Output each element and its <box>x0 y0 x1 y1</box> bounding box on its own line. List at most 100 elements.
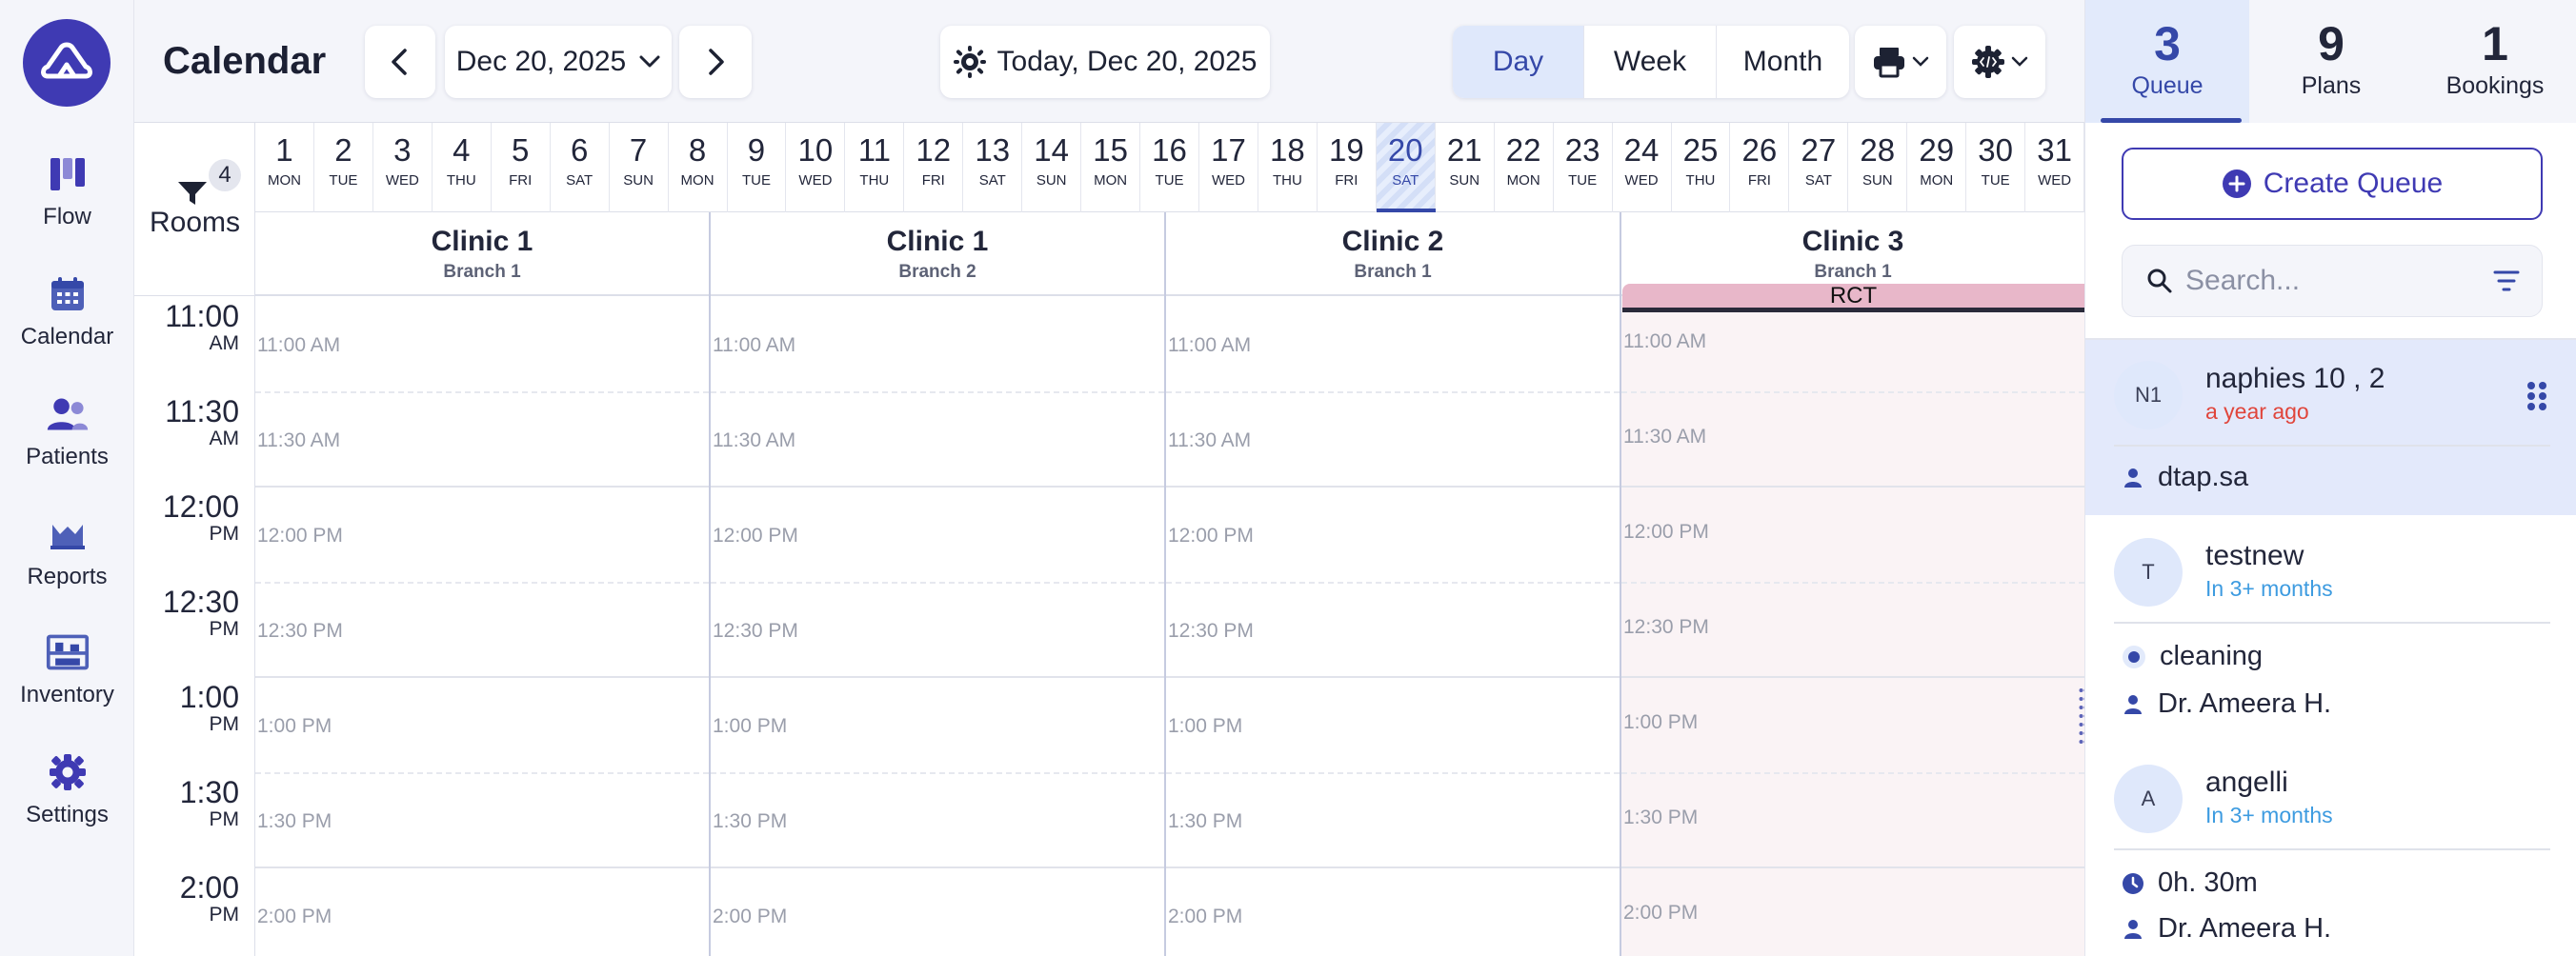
day-cell-31[interactable]: 31 WED <box>2025 123 2085 212</box>
settings-code-menu-button[interactable] <box>1954 26 2045 98</box>
view-day-tab[interactable]: Day <box>1453 26 1584 98</box>
tab-label: Plans <box>2301 72 2362 99</box>
time-slot[interactable]: 12:00 PM <box>255 487 709 582</box>
day-cell-22[interactable]: 22 MON <box>1495 123 1554 212</box>
avatar: T <box>2114 538 2183 607</box>
time-slot[interactable]: 12:30 PM <box>1166 582 1620 677</box>
nav-flow[interactable]: Flow <box>0 152 134 257</box>
next-date-button[interactable] <box>679 26 752 98</box>
view-week-tab[interactable]: Week <box>1584 26 1717 98</box>
time-slot[interactable]: 1:00 PM <box>1621 677 2084 772</box>
nav-settings[interactable]: Settings <box>0 750 134 855</box>
time-slot[interactable]: 12:30 PM <box>711 582 1164 677</box>
day-cell-15[interactable]: 15 MON <box>1081 123 1141 212</box>
day-weekday: SUN <box>1449 172 1480 189</box>
time-slot[interactable]: 1:30 PM <box>255 772 709 867</box>
day-cell-2[interactable]: 2 TUE <box>314 123 373 212</box>
tab-count: 9 <box>2318 17 2345 70</box>
time-slot[interactable]: 11:00 AM <box>711 296 1164 391</box>
time-slot[interactable]: 11:30 AM <box>711 391 1164 487</box>
day-cell-1[interactable]: 1 MON <box>255 123 314 212</box>
day-cell-14[interactable]: 14 SUN <box>1022 123 1082 212</box>
slot-time-label: 12:00 PM <box>257 525 343 547</box>
rct-event-block[interactable]: RCT <box>1622 283 2084 312</box>
day-cell-16[interactable]: 16 TUE <box>1140 123 1199 212</box>
time-slot[interactable]: 1:00 PM <box>1166 677 1620 772</box>
day-cell-4[interactable]: 4 THU <box>433 123 492 212</box>
time-slot[interactable]: 1:30 PM <box>1621 772 2084 867</box>
day-cell-28[interactable]: 28 SUN <box>1848 123 1908 212</box>
day-cell-30[interactable]: 30 TUE <box>1966 123 2026 212</box>
day-cell-13[interactable]: 13 SAT <box>963 123 1023 212</box>
time-slot[interactable]: 12:00 PM <box>1621 487 2084 582</box>
day-cell-8[interactable]: 8 MON <box>669 123 728 212</box>
tab-plans[interactable]: 9 Plans <box>2249 0 2413 123</box>
day-cell-11[interactable]: 11 THU <box>845 123 905 212</box>
day-number: 17 <box>1211 132 1246 168</box>
time-meridiem: PM <box>209 808 240 830</box>
day-cell-10[interactable]: 10 WED <box>786 123 846 212</box>
day-cell-3[interactable]: 3 WED <box>373 123 433 212</box>
time-slot[interactable]: 12:00 PM <box>711 487 1164 582</box>
drag-handle-icon[interactable] <box>2526 380 2548 412</box>
search-input[interactable] <box>2185 265 2471 297</box>
time-slot[interactable]: 1:00 PM <box>711 677 1164 772</box>
time-slot[interactable]: 1:00 PM <box>255 677 709 772</box>
sort-filter-icon[interactable] <box>2492 269 2521 292</box>
day-cell-25[interactable]: 25 THU <box>1672 123 1731 212</box>
day-cell-29[interactable]: 29 MON <box>1907 123 1967 212</box>
time-slot[interactable]: 11:30 AM <box>1621 391 2084 487</box>
date-picker-button[interactable]: Dec 20, 2025 <box>445 26 672 98</box>
day-cell-9[interactable]: 9 TUE <box>728 123 787 212</box>
time-slot[interactable]: 1:30 PM <box>711 772 1164 867</box>
tab-queue[interactable]: 3 Queue <box>2085 0 2249 123</box>
view-month-tab[interactable]: Month <box>1742 46 1823 77</box>
nav-inventory-label: Inventory <box>20 682 114 707</box>
nav-inventory[interactable]: Inventory <box>0 630 134 735</box>
time-slot[interactable]: 2:00 PM <box>1166 867 1620 956</box>
day-number: 25 <box>1682 132 1719 168</box>
queue-card[interactable]: T testnew In 3+ months cleaning Dr. Amee… <box>2085 515 2576 740</box>
time-slot[interactable]: 12:00 PM <box>1166 487 1620 582</box>
filter-icon[interactable] <box>176 180 209 207</box>
time-slot[interactable]: 2:00 PM <box>255 867 709 956</box>
nav-reports[interactable]: Reports <box>0 512 134 617</box>
day-cell-26[interactable]: 26 FRI <box>1730 123 1790 212</box>
day-cell-20[interactable]: 20 SAT <box>1376 123 1436 212</box>
nav-patients[interactable]: Patients <box>0 392 134 497</box>
time-slot[interactable]: 2:00 PM <box>711 867 1164 956</box>
time-slot[interactable]: 1:30 PM <box>1166 772 1620 867</box>
day-cell-17[interactable]: 17 WED <box>1199 123 1258 212</box>
day-cell-23[interactable]: 23 TUE <box>1554 123 1613 212</box>
day-cell-21[interactable]: 21 SUN <box>1436 123 1495 212</box>
prev-date-button[interactable] <box>365 26 435 98</box>
time-slot[interactable]: 11:30 AM <box>255 391 709 487</box>
day-cell-27[interactable]: 27 SAT <box>1789 123 1849 212</box>
day-number: 9 <box>747 132 766 168</box>
time-slot[interactable]: 12:30 PM <box>1621 582 2084 677</box>
queue-card[interactable]: A angelli In 3+ months 0h. 30m Dr. Ameer… <box>2085 740 2576 956</box>
time-slot[interactable]: 11:00 AM <box>1166 296 1620 391</box>
time-slot[interactable]: 11:00 AM <box>255 296 709 391</box>
time-slot[interactable]: 2:00 PM <box>1621 867 2084 956</box>
tab-bookings[interactable]: 1 Bookings <box>2413 0 2576 123</box>
day-cell-18[interactable]: 18 THU <box>1258 123 1318 212</box>
print-menu-button[interactable] <box>1855 26 1946 98</box>
day-cell-19[interactable]: 19 FRI <box>1318 123 1377 212</box>
today-button[interactable]: Today, Dec 20, 2025 <box>940 26 1270 98</box>
slot-time-label: 2:00 PM <box>713 906 788 927</box>
create-queue-button[interactable]: Create Queue <box>2122 148 2543 220</box>
slot-time-label: 11:00 AM <box>713 334 796 356</box>
time-slot[interactable]: 11:00 AM <box>1621 296 2084 391</box>
day-cell-6[interactable]: 6 SAT <box>551 123 610 212</box>
nav-calendar[interactable]: Calendar <box>0 272 134 377</box>
app-logo[interactable] <box>23 19 111 107</box>
time-slot[interactable]: 11:30 AM <box>1166 391 1620 487</box>
day-cell-7[interactable]: 7 SUN <box>610 123 669 212</box>
day-cell-24[interactable]: 24 WED <box>1613 123 1672 212</box>
day-weekday: TUE <box>1155 172 1184 189</box>
day-cell-12[interactable]: 12 FRI <box>904 123 964 212</box>
day-cell-5[interactable]: 5 FRI <box>492 123 551 212</box>
queue-card[interactable]: N1 naphies 10 , 2 a year ago dtap.sa <box>2085 340 2576 515</box>
time-slot[interactable]: 12:30 PM <box>255 582 709 677</box>
